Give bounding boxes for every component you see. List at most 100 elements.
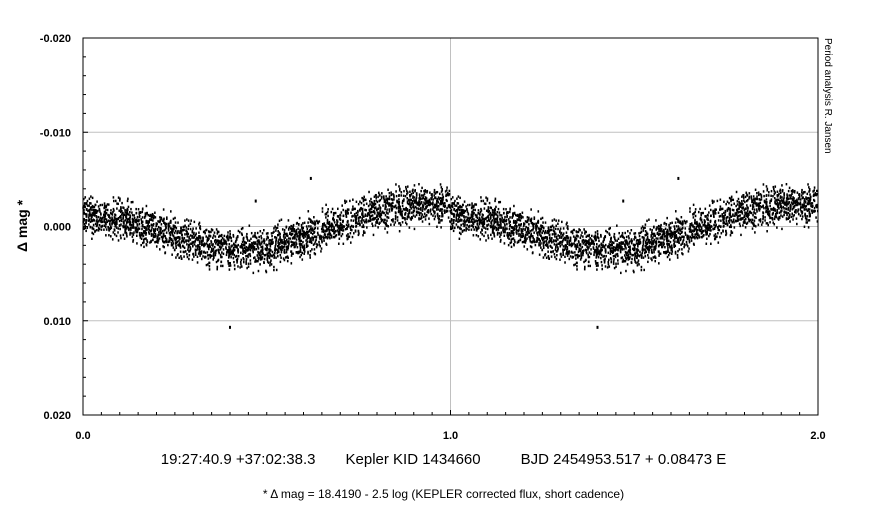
data-point <box>728 201 730 205</box>
data-point <box>313 222 316 226</box>
data-point <box>714 221 717 224</box>
data-point <box>716 199 719 203</box>
data-point <box>807 199 810 203</box>
data-point <box>480 219 483 222</box>
data-point <box>783 196 785 199</box>
data-point <box>245 241 248 245</box>
data-point <box>611 251 614 255</box>
data-point <box>228 268 231 271</box>
data-point <box>530 240 533 244</box>
data-point <box>322 226 324 229</box>
data-point <box>775 214 777 217</box>
data-point <box>323 239 325 242</box>
data-point <box>327 228 330 231</box>
data-point <box>588 234 590 238</box>
data-point <box>160 216 163 220</box>
data-point <box>135 228 138 231</box>
data-point <box>529 240 532 243</box>
data-point <box>122 215 125 218</box>
data-point <box>312 229 314 232</box>
data-point <box>179 246 182 249</box>
data-point <box>731 208 734 212</box>
data-point <box>513 221 516 224</box>
data-point <box>144 212 147 215</box>
data-point <box>762 214 764 218</box>
data-point <box>667 246 669 249</box>
data-point <box>537 219 540 223</box>
data-point <box>193 220 196 224</box>
data-point <box>265 269 267 273</box>
data-point <box>496 220 498 224</box>
data-point <box>730 225 733 229</box>
data-point <box>809 213 811 216</box>
data-point <box>793 189 796 193</box>
data-point <box>347 235 350 239</box>
data-point <box>235 238 238 241</box>
data-point <box>675 230 677 233</box>
data-point <box>369 207 372 211</box>
data-point <box>439 196 442 200</box>
data-point <box>362 231 365 234</box>
data-point <box>752 203 754 207</box>
data-point <box>622 258 625 262</box>
data-point <box>486 219 488 223</box>
data-point <box>326 210 329 214</box>
data-point <box>371 222 373 225</box>
data-point <box>279 241 281 245</box>
data-point <box>263 261 265 265</box>
data-point <box>518 234 520 237</box>
data-point <box>438 215 441 218</box>
data-point <box>83 227 85 230</box>
data-point <box>186 243 188 246</box>
data-point <box>799 203 802 206</box>
data-point <box>263 257 266 261</box>
data-point <box>657 250 660 253</box>
data-point <box>207 246 210 249</box>
data-point <box>369 215 372 218</box>
data-point <box>651 240 653 243</box>
data-point <box>809 193 811 196</box>
data-point <box>357 209 359 213</box>
data-point <box>295 251 298 254</box>
data-point <box>732 213 734 216</box>
data-point <box>436 212 439 216</box>
data-point <box>575 246 578 249</box>
data-point <box>806 209 809 212</box>
data-point <box>513 211 516 215</box>
data-point <box>293 228 296 231</box>
data-point <box>634 236 637 239</box>
data-point <box>498 211 501 214</box>
data-point <box>375 221 378 224</box>
data-point <box>542 256 545 259</box>
data-point <box>684 227 687 230</box>
data-point <box>253 248 256 251</box>
data-point <box>744 200 746 204</box>
data-point <box>650 250 653 254</box>
data-point <box>263 239 266 243</box>
data-point <box>665 230 668 233</box>
data-point <box>524 228 526 231</box>
data-point <box>677 240 680 244</box>
data-point <box>815 216 817 219</box>
data-point <box>254 231 256 235</box>
data-point <box>457 217 460 221</box>
data-point <box>758 218 761 222</box>
data-point <box>652 242 655 245</box>
data-point <box>383 200 386 204</box>
data-point <box>801 217 803 221</box>
data-point <box>450 211 453 214</box>
data-point <box>226 234 229 237</box>
data-point <box>721 215 724 218</box>
data-point <box>454 209 457 213</box>
data-point <box>129 219 131 222</box>
data-point <box>767 208 770 211</box>
data-point <box>594 231 597 234</box>
data-point <box>638 242 641 245</box>
data-point <box>808 212 811 215</box>
data-point <box>442 203 445 206</box>
data-point <box>499 226 501 229</box>
data-point <box>603 235 606 239</box>
data-point <box>427 203 430 207</box>
data-point <box>134 229 137 232</box>
data-point <box>451 205 454 209</box>
